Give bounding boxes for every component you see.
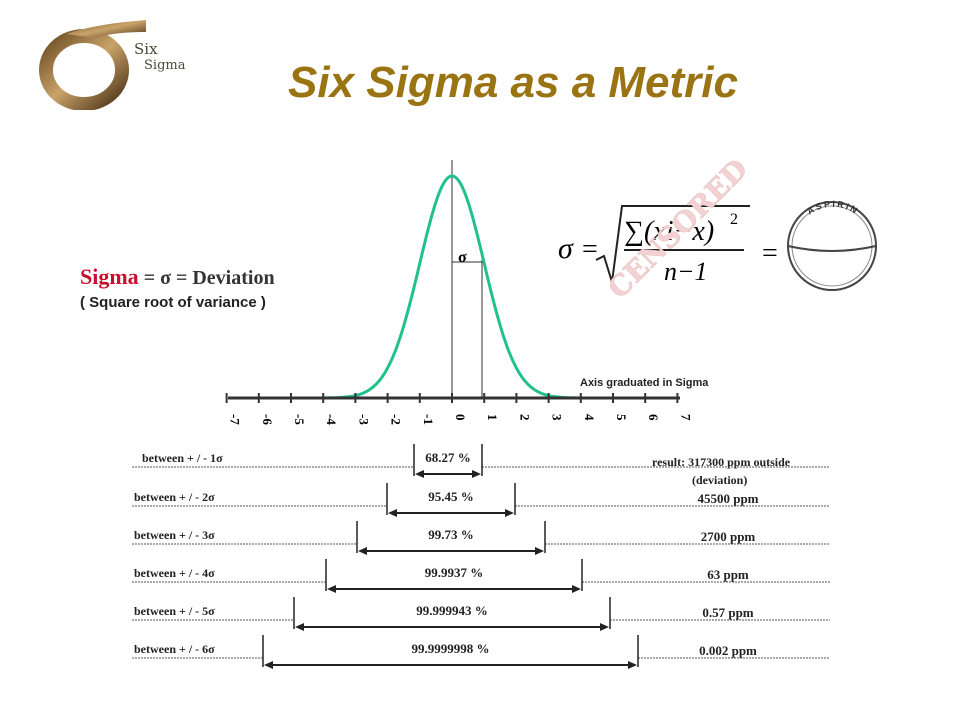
deviation-rows: between + / - 1σ 68.27 % between + / - 2σ 9…	[132, 444, 830, 669]
row-label: between + / - 5σ	[134, 604, 215, 618]
row-label: between + / - 1σ	[142, 451, 223, 465]
sigma-definition-rest: = σ = Deviation	[138, 267, 275, 289]
six-sigma-logo: Six Sigma	[36, 14, 196, 111]
axis-tick-label: -5	[292, 414, 307, 425]
formula-lhs: σ	[558, 232, 574, 265]
row-ppm: 0.57 ppm	[702, 605, 753, 620]
row-percent: 99.73 %	[428, 527, 474, 542]
arrow-head-left	[264, 661, 273, 669]
row-percent: 99.9999998 %	[412, 641, 490, 656]
curve-sigma-label: σ	[458, 249, 467, 266]
arrow-head-right	[535, 547, 544, 555]
row-percent: 68.27 %	[425, 450, 471, 465]
axis-tick-label: 2	[517, 414, 532, 421]
axis-note: Axis graduated in Sigma	[580, 377, 709, 389]
axis-tick-label: -1	[421, 414, 436, 425]
arrow-head-right	[600, 623, 609, 631]
arrow-head-right	[628, 661, 637, 669]
arrow-head-left	[415, 470, 424, 478]
sigma-definition: Sigma = σ = Deviation	[80, 264, 275, 290]
row-label: between + / - 4σ	[134, 566, 215, 580]
row-percent: 95.45 %	[428, 489, 474, 504]
row-percent: 99.9937 %	[425, 565, 484, 580]
axis-tick-label: -6	[260, 414, 275, 425]
axis-tick-label: -7	[228, 414, 243, 425]
result-header: result: 317300 ppm outside	[652, 455, 791, 469]
arrow-head-left	[327, 585, 336, 593]
row-ppm: 2700 ppm	[701, 529, 756, 544]
row-ppm: 63 ppm	[707, 567, 749, 582]
axis-tick-label: 4	[582, 414, 597, 421]
arrow-head-left	[358, 547, 367, 555]
square-root-sign	[595, 205, 750, 283]
row-label: between + / - 3σ	[134, 528, 215, 542]
sigma-formula: σ = ∑(xi−x) 2 n−1 =	[558, 205, 778, 286]
axis-ticks: -7 -6 -5 -4 -3 -2 -1 0 1 2 3 4 5 6 7	[225, 393, 693, 425]
axis-tick-label: -3	[356, 414, 371, 425]
sigma-subtitle: ( Square root of variance )	[80, 294, 266, 311]
axis-tick-label: 7	[678, 414, 693, 421]
row-percent: 99.999943 %	[416, 603, 488, 618]
aspirin-pill-icon: ASPIRIN	[787, 199, 877, 291]
arrow-head-right	[572, 585, 581, 593]
bell-curve	[323, 174, 581, 400]
sigma-word: Sigma	[80, 264, 139, 289]
formula-eq: =	[582, 234, 598, 265]
formula-equals: =	[762, 238, 778, 269]
row-label: between + / - 6σ	[134, 642, 215, 656]
page-title: Six Sigma as a Metric	[288, 58, 738, 107]
axis-tick-label: 6	[646, 414, 661, 421]
row-ppm: 45500 ppm	[697, 491, 758, 506]
row-ppm: 0.002 ppm	[699, 643, 757, 658]
axis-tick-label: 3	[550, 414, 565, 421]
arrow-head-right	[505, 509, 514, 517]
axis-tick-label: -4	[324, 414, 339, 425]
axis-tick-label: -2	[389, 414, 404, 425]
result-header-2: (deviation)	[692, 473, 747, 487]
formula-denominator: n−1	[664, 257, 708, 286]
axis-tick-label: 5	[614, 414, 629, 421]
axis-tick-label: 0	[453, 414, 468, 421]
logo-text-six: Six	[134, 40, 158, 58]
logo-text-sigma: Sigma	[144, 58, 186, 73]
arrow-head-left	[388, 509, 397, 517]
arrow-head-right	[472, 470, 481, 478]
sigma-logo-icon	[39, 20, 146, 111]
formula-exponent: 2	[730, 211, 738, 228]
arrow-head-left	[295, 623, 304, 631]
axis-tick-label: 1	[485, 414, 500, 421]
formula-numerator: ∑(xi−x)	[624, 216, 714, 247]
row-label: between + / - 2σ	[134, 490, 215, 504]
